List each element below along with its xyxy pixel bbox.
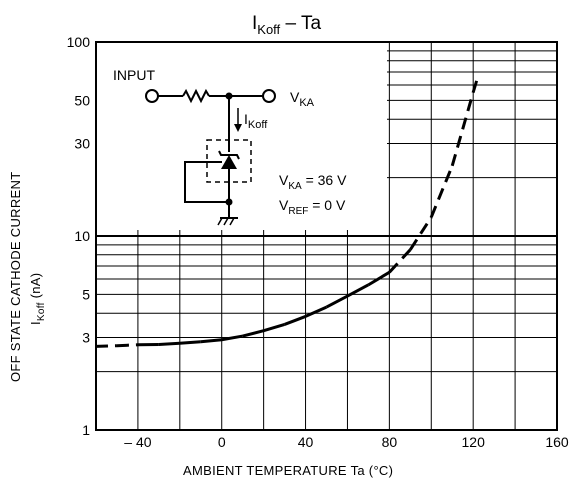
shunt-regulator-symbol (221, 155, 237, 169)
vka-label: VKA (290, 89, 315, 109)
series-line-segment (471, 77, 479, 93)
series-line-segment (116, 343, 138, 348)
ref-feedback-wire (184, 161, 229, 203)
ground-hatch-3 (229, 217, 235, 226)
y-tick-label: 50 (74, 92, 90, 108)
x-axis-label: AMBIENT TEMPERATURE Ta (°C) (183, 463, 393, 478)
series-line-segment (200, 338, 222, 344)
y-label-unit: (nA) (28, 273, 43, 303)
series-line-segment (284, 315, 307, 326)
inset-circuit: INPUT VKA IKoff VKA = 36 V VREF = 0 V (113, 67, 347, 226)
y-axis-label-line1: OFF STATE CATHODE CURRENT (8, 172, 23, 382)
condition-vref: VREF = 0 V (279, 197, 346, 217)
title-suffix: – Ta (280, 13, 321, 34)
title-prefix: I (252, 13, 257, 34)
y-tick-label: 10 (74, 228, 90, 244)
chart-title: IKoff – Ta (252, 13, 321, 37)
series-line-segment (158, 341, 180, 346)
series-line-segment (242, 329, 265, 338)
y-label-prefix: I (28, 321, 43, 325)
current-arrow-head (234, 124, 242, 132)
x-tick-label: – 40 (124, 434, 151, 450)
input-label: INPUT (113, 67, 155, 83)
title-subscript: Koff (257, 22, 280, 37)
y-tick-label: 1 (82, 422, 90, 438)
series-line-segment (388, 248, 412, 274)
node-dot-bottom (225, 198, 233, 206)
y-tick-label: 3 (82, 329, 90, 345)
ground-hatch-2 (223, 217, 229, 226)
y-tick-label: 5 (82, 286, 90, 302)
x-tick-label: 160 (545, 434, 569, 450)
x-tick-label: 40 (298, 434, 314, 450)
x-tick-label: 80 (382, 434, 398, 450)
x-tick-label: 120 (462, 434, 486, 450)
inset-panel (97, 43, 387, 230)
series-line-segment (304, 305, 328, 318)
ground-hatch-1 (217, 217, 223, 226)
series-line-segment (367, 271, 391, 287)
y-tick-label: 30 (74, 135, 90, 151)
series-line-segment (179, 340, 201, 345)
vka-terminal (262, 89, 276, 103)
plot-frame (95, 41, 558, 431)
series-line-segment (263, 323, 286, 333)
series-group (95, 77, 479, 348)
series-line-segment (409, 216, 433, 251)
series-line-segment (325, 294, 349, 309)
y-axis-label: OFF STATE CATHODE CURRENT IKoff (nA) (8, 172, 47, 382)
y-axis-label-line2: IKoff (nA) (28, 273, 47, 325)
x-tick-labels: – 40 0 40 80 120 160 (124, 434, 569, 450)
series-line-segment (450, 91, 475, 167)
y-tick-labels: 1 3 5 10 30 50 100 (67, 34, 91, 438)
zener-bar (218, 150, 240, 160)
input-terminal (145, 89, 159, 103)
resistor (182, 88, 210, 104)
current-label: IKoff (244, 111, 268, 131)
series-line-segment (95, 344, 117, 348)
y-tick-label: 100 (67, 34, 91, 50)
series-line-segment (221, 334, 243, 342)
y-label-subscript: Koff (36, 302, 47, 321)
x-tick-label: 0 (218, 434, 226, 450)
series-line-segment (346, 283, 370, 298)
series-line-segment (429, 165, 454, 218)
condition-vka: VKA = 36 V (279, 172, 347, 192)
